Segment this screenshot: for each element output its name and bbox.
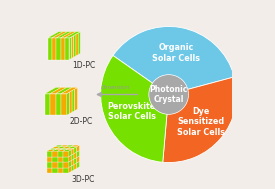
Polygon shape [58,147,66,148]
Polygon shape [60,145,68,147]
Text: Dimension: Dimension [101,85,130,90]
Polygon shape [71,145,79,147]
Polygon shape [45,88,61,94]
Polygon shape [63,151,68,157]
Polygon shape [63,150,71,151]
Polygon shape [58,162,63,167]
Polygon shape [48,32,63,38]
Polygon shape [52,157,58,162]
Polygon shape [74,147,77,154]
Polygon shape [63,157,68,162]
Polygon shape [56,32,72,38]
Polygon shape [77,161,79,168]
Polygon shape [48,32,80,38]
Polygon shape [61,38,65,60]
Polygon shape [58,167,63,173]
Polygon shape [55,148,63,150]
Polygon shape [61,88,78,94]
Polygon shape [71,148,74,155]
Polygon shape [52,38,56,60]
Polygon shape [47,162,52,167]
Polygon shape [68,160,71,167]
Text: Photonic
Crystal: Photonic Crystal [150,85,188,104]
Polygon shape [47,150,55,151]
Polygon shape [52,147,60,148]
Polygon shape [55,145,63,147]
Polygon shape [74,157,77,164]
Polygon shape [50,88,67,94]
Polygon shape [71,164,74,171]
Polygon shape [76,33,78,56]
Polygon shape [65,32,80,38]
Polygon shape [50,148,58,150]
Polygon shape [69,91,72,114]
Polygon shape [68,155,71,162]
Wedge shape [163,77,237,163]
Polygon shape [67,92,69,115]
Polygon shape [65,38,70,60]
Polygon shape [45,94,50,115]
Polygon shape [70,37,72,60]
Polygon shape [56,38,61,60]
Polygon shape [47,167,52,173]
Polygon shape [74,34,76,57]
Polygon shape [72,35,74,58]
Polygon shape [68,150,71,157]
Polygon shape [77,145,79,152]
Polygon shape [45,88,78,94]
Polygon shape [74,152,77,159]
Polygon shape [68,166,71,173]
Polygon shape [61,94,67,115]
Polygon shape [52,150,60,151]
Polygon shape [68,147,77,148]
Polygon shape [50,94,56,115]
Polygon shape [58,157,63,162]
Text: 3D-PC: 3D-PC [71,175,94,184]
Polygon shape [78,32,80,55]
Polygon shape [75,88,78,111]
Polygon shape [77,156,79,163]
Text: 1D-PC: 1D-PC [72,61,95,70]
Polygon shape [47,157,52,162]
Polygon shape [52,162,58,167]
Polygon shape [63,147,71,148]
Polygon shape [47,151,52,157]
Polygon shape [66,145,74,147]
Polygon shape [52,151,58,157]
Polygon shape [56,94,61,115]
Polygon shape [52,167,58,173]
Polygon shape [52,32,67,38]
Polygon shape [61,32,76,38]
Polygon shape [71,159,74,166]
Polygon shape [74,163,77,170]
Polygon shape [71,154,74,160]
Polygon shape [77,151,79,157]
Text: Organic
Solar Cells: Organic Solar Cells [152,43,200,63]
Polygon shape [63,162,68,167]
Polygon shape [63,167,68,173]
Polygon shape [56,88,72,94]
Polygon shape [58,151,63,157]
Polygon shape [60,148,68,150]
Text: Perovskite
Solar Cells: Perovskite Solar Cells [108,102,156,122]
Wedge shape [101,56,169,162]
Polygon shape [58,150,66,151]
Polygon shape [48,38,52,60]
Circle shape [149,75,189,114]
Wedge shape [113,26,234,94]
Text: Dye
Sensitized
Solar Cells: Dye Sensitized Solar Cells [177,107,225,136]
Text: 2D-PC: 2D-PC [70,117,93,126]
Polygon shape [66,148,74,150]
Polygon shape [72,89,75,112]
